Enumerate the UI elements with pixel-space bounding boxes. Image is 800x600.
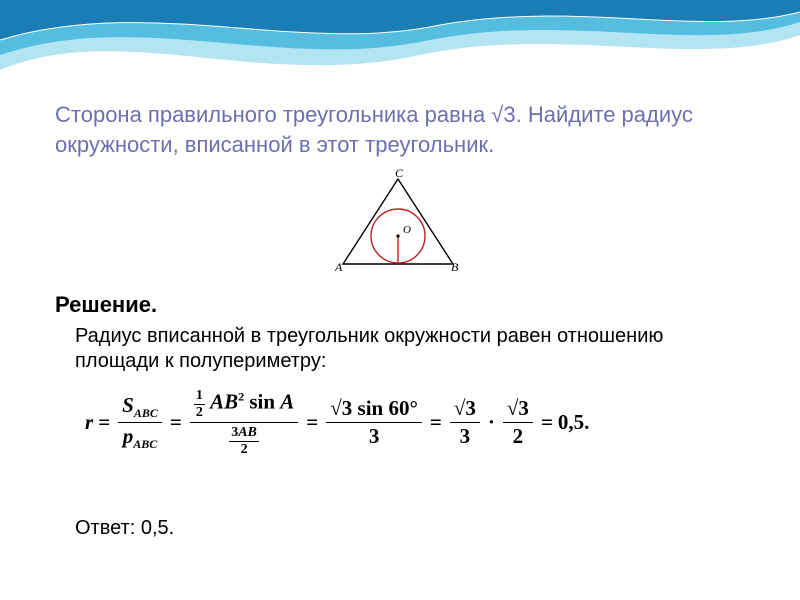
label-O: O — [403, 224, 411, 236]
label-A: A — [334, 260, 343, 274]
frac-4b: √3 2 — [500, 397, 536, 448]
answer-line: Ответ: 0,5. — [75, 517, 740, 540]
content-area: Сторона правильного треугольника равна √… — [55, 100, 740, 540]
var-r: r — [85, 410, 93, 435]
solution-heading: Решение. — [55, 292, 740, 318]
equals-3: = — [301, 410, 323, 435]
label-B: B — [451, 260, 459, 274]
equals-1: = — [93, 410, 115, 435]
frac-4a: √3 3 — [447, 397, 483, 448]
solution-body: Радиус вписанной в треугольник окружност… — [75, 324, 740, 374]
problem-title: Сторона правильного треугольника равна √… — [55, 100, 740, 159]
equals-5: = — [536, 410, 558, 435]
equals-4: = — [425, 410, 447, 435]
triangle-figure: O A B C — [55, 169, 740, 284]
equals-2: = — [165, 410, 187, 435]
frac-S-over-p: SABC pABC — [115, 394, 165, 452]
frac-3: √3 sin 60° 3 — [323, 397, 425, 448]
dot: · — [483, 410, 500, 435]
frac-2: 12 AB2 sin A 3AB2 — [187, 388, 301, 457]
answer-label: Ответ: — [75, 517, 141, 539]
decorative-wave — [0, 0, 800, 90]
label-C: C — [395, 169, 404, 180]
answer-value: 0,5. — [141, 517, 174, 539]
formula: r = SABC pABC = 12 AB2 sin A 3AB2 = √3 s… — [85, 388, 740, 457]
result: 0,5. — [558, 410, 590, 435]
